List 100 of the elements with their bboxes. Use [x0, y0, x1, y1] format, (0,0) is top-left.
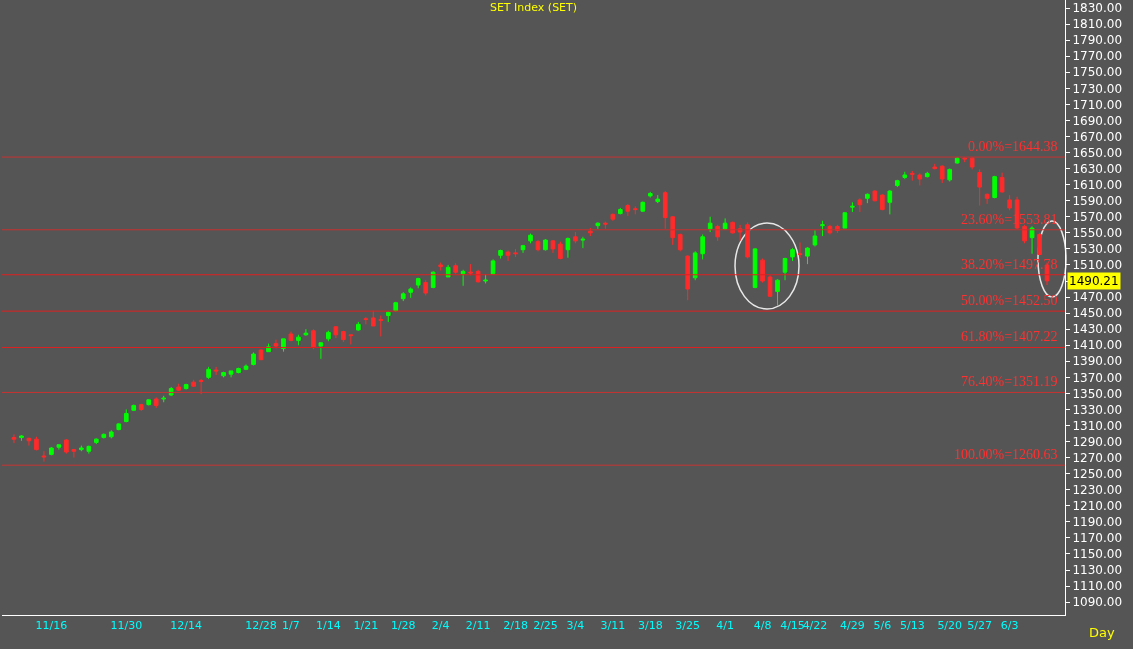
- candlestick: [311, 328, 316, 350]
- y-tick-label: 1190.00: [1072, 515, 1123, 530]
- candlestick: [805, 246, 810, 265]
- x-tick-label: 5/27: [967, 619, 993, 633]
- candlestick: [251, 351, 256, 366]
- ref-line-label: 0.00%=1644.38: [968, 139, 1058, 154]
- candlestick: [573, 231, 578, 244]
- candlestick: [116, 422, 122, 431]
- x-tick-label: 3/11: [600, 619, 626, 633]
- candlestick: [647, 191, 653, 199]
- candlestick: [610, 213, 616, 222]
- y-tick-label: 1730.00: [1072, 81, 1123, 96]
- candlestick: [947, 168, 953, 182]
- candlestick: [176, 383, 181, 392]
- candlestick: [498, 249, 503, 260]
- candlestick: [1037, 232, 1042, 256]
- y-tick-label: 1770.00: [1072, 49, 1123, 64]
- x-tick-label: 2/25: [533, 619, 558, 633]
- candlestick: [984, 192, 990, 205]
- candlestick: [767, 274, 773, 298]
- x-tick-label: 4/29: [840, 619, 865, 633]
- candlestick: [288, 331, 294, 342]
- candlestick: [722, 217, 728, 231]
- candlestick: [954, 156, 960, 165]
- candlestick: [588, 227, 593, 237]
- candlestick: [528, 233, 533, 244]
- x-tick-label: 12/28: [245, 619, 277, 633]
- candlestick: [11, 433, 17, 444]
- candlestick: [198, 378, 204, 395]
- candlestick: [670, 215, 676, 246]
- candlestick: [415, 277, 421, 289]
- x-axis-title: Day: [1089, 625, 1115, 640]
- candlestick: [108, 429, 114, 439]
- candlestick: [977, 168, 982, 207]
- candlestick: [138, 403, 144, 412]
- candlestick: [595, 221, 601, 230]
- candlestick: [880, 193, 885, 211]
- candlestick: [632, 205, 638, 215]
- y-tick-label: 1290.00: [1072, 434, 1123, 449]
- y-tick-label: 1790.00: [1072, 33, 1123, 48]
- candlestick: [842, 211, 848, 229]
- candlestick: [243, 364, 249, 371]
- candlestick: [131, 404, 137, 412]
- candlestick: [603, 221, 608, 230]
- candlestick: [857, 197, 863, 213]
- y-tick-label: 1630.00: [1072, 161, 1123, 176]
- candlestick: [393, 301, 399, 313]
- x-tick-label: 5/13: [899, 619, 925, 633]
- candlestick: [513, 248, 518, 258]
- candlestick: [400, 291, 406, 302]
- y-tick-label: 1210.00: [1072, 499, 1123, 514]
- y-tick-label: 1410.00: [1072, 338, 1123, 353]
- x-tick-label: 4/15: [780, 619, 805, 633]
- candlestick: [356, 321, 361, 332]
- candlestick: [273, 339, 279, 349]
- y-tick-label: 1250.00: [1072, 466, 1123, 481]
- candlestick: [483, 274, 488, 284]
- candlestick: [236, 367, 241, 374]
- y-tick-label: 1130.00: [1072, 563, 1123, 578]
- x-tick-label: 2/18: [503, 619, 528, 633]
- x-tick-label: 1/21: [353, 619, 379, 633]
- chart-title: SET Index (SET): [489, 0, 578, 14]
- candlestick: [685, 254, 691, 301]
- candlestick: [183, 383, 189, 390]
- candlestick: [41, 450, 47, 463]
- candlestick: [258, 348, 264, 361]
- candlestick: [34, 436, 39, 451]
- y-tick-label: 1150.00: [1072, 547, 1123, 562]
- candlestick: [303, 328, 309, 337]
- candlestick: [999, 172, 1005, 194]
- y-tick-label: 1830.00: [1072, 1, 1123, 16]
- y-tick-label: 1350.00: [1072, 386, 1123, 401]
- candlestick: [153, 396, 159, 409]
- candlestick: [1007, 194, 1012, 211]
- candlestick: [438, 262, 444, 272]
- x-tick-label: 12/14: [170, 619, 202, 633]
- candlestick: [363, 316, 369, 325]
- candlestick: [550, 239, 556, 254]
- y-tick-label: 1530.00: [1072, 242, 1123, 257]
- y-tick-label: 1650.00: [1072, 145, 1123, 160]
- y-tick-label: 1590.00: [1072, 193, 1123, 208]
- candlestick: [348, 334, 354, 345]
- candlestick: [715, 224, 720, 242]
- candlestick: [26, 437, 32, 447]
- y-tick-label: 1370.00: [1072, 370, 1123, 385]
- y-tick-label: 1690.00: [1072, 113, 1123, 128]
- candlestick: [618, 207, 623, 215]
- y-tick-label: 1810.00: [1072, 17, 1123, 32]
- y-tick-label: 1270.00: [1072, 450, 1123, 465]
- candlestick: [228, 370, 234, 378]
- candlestick: [700, 233, 706, 260]
- ref-line-label: 50.00%=1452.50: [961, 293, 1058, 308]
- candlestick: [161, 395, 167, 403]
- candlestick: [1029, 225, 1035, 255]
- candlestick: [378, 315, 384, 337]
- y-tick-label: 1330.00: [1072, 402, 1123, 417]
- y-tick-label: 1390.00: [1072, 354, 1123, 369]
- candlestick: [707, 216, 713, 233]
- candlestick: [752, 247, 758, 289]
- x-tick-label: 3/4: [566, 619, 585, 633]
